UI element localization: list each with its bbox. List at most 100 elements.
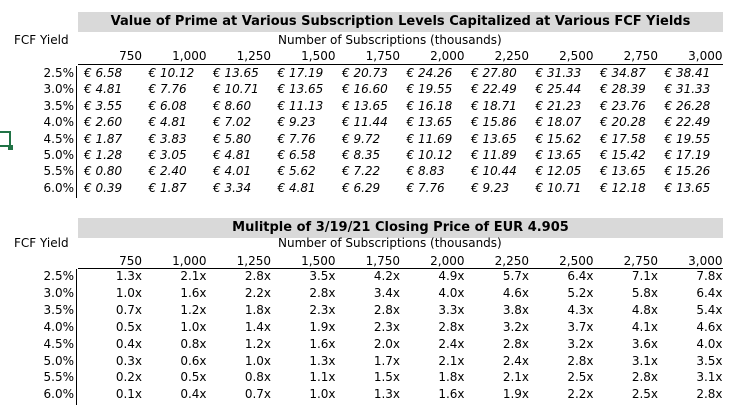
table1-data-cell[interactable]: € 6.08: [148, 98, 187, 113]
table1-data-cell[interactable]: € 7.76: [277, 131, 316, 146]
table2-data-cell[interactable]: 1.1x: [309, 370, 336, 385]
table1-data-cell[interactable]: € 19.55: [664, 131, 711, 146]
table1-data-cell[interactable]: € 31.33: [664, 82, 711, 97]
table1-data-cell[interactable]: € 9.23: [471, 180, 510, 195]
table2-column-header-cell[interactable]: 2,250: [494, 254, 529, 268]
table2-data-cell[interactable]: 1.8x: [438, 370, 465, 385]
table1-data-cell[interactable]: € 7.02: [213, 115, 252, 130]
table2-data-cell[interactable]: 1.3x: [115, 269, 142, 283]
table2-data-cell[interactable]: 2.1x: [438, 353, 465, 368]
table1-data-cell[interactable]: € 4.01: [213, 164, 252, 179]
table2-data-cell[interactable]: 2.3x: [309, 302, 336, 317]
table1-data-cell[interactable]: € 11.44: [342, 115, 388, 130]
table2-column-header-cell[interactable]: 1,000: [172, 254, 207, 268]
table2-row-label[interactable]: 4.0%: [43, 319, 75, 334]
table1-data-cell[interactable]: € 6.29: [342, 180, 381, 195]
table2-data-cell[interactable]: 3.6x: [631, 336, 658, 351]
table1-data-cell[interactable]: € 23.76: [600, 98, 646, 113]
table1-data-cell[interactable]: € 11.69: [406, 131, 453, 146]
table1-data-cell[interactable]: € 18.71: [471, 98, 517, 113]
table2-data-cell[interactable]: 1.8x: [244, 302, 271, 317]
table2-data-cell[interactable]: 2.2x: [567, 387, 594, 402]
table2-data-cell[interactable]: 1.4x: [244, 319, 271, 334]
table1-data-cell[interactable]: € 10.44: [471, 164, 517, 179]
table1-data-cell[interactable]: € 16.60: [342, 82, 388, 97]
table1-data-cell[interactable]: € 5.62: [277, 164, 316, 179]
table1-data-cell[interactable]: € 13.65: [342, 98, 388, 113]
table1-data-cell[interactable]: € 6.58: [84, 66, 123, 80]
table1-data-cell[interactable]: € 34.87: [600, 66, 646, 80]
table1-data-cell[interactable]: € 6.58: [277, 148, 316, 162]
table1-data-cell[interactable]: € 13.65: [471, 131, 517, 146]
table1-row-label[interactable]: 3.5%: [43, 98, 75, 113]
table2-data-cell[interactable]: 2.8x: [567, 353, 594, 368]
fill-handle[interactable]: [8, 145, 13, 150]
table1-data-cell[interactable]: € 10.71: [213, 82, 259, 97]
table1-data-cell[interactable]: € 19.55: [406, 82, 453, 97]
table1-data-cell[interactable]: € 17.19: [277, 66, 324, 80]
table1-data-cell[interactable]: € 15.86: [471, 115, 517, 130]
table2-data-cell[interactable]: 4.1x: [631, 319, 658, 334]
table1-data-cell[interactable]: € 26.28: [664, 98, 711, 113]
table1-column-header-cell[interactable]: 750: [119, 49, 142, 63]
table1-data-cell[interactable]: € 8.35: [342, 148, 381, 162]
table1-column-header-cell[interactable]: 2,000: [430, 49, 465, 63]
table2-data-cell[interactable]: 4.0x: [696, 336, 723, 351]
table1-data-cell[interactable]: € 3.05: [148, 148, 187, 162]
table1-data-cell[interactable]: € 8.83: [406, 164, 445, 179]
table1-data-cell[interactable]: € 13.65: [277, 82, 324, 97]
table2-data-cell[interactable]: 7.1x: [631, 269, 658, 283]
table2-data-cell[interactable]: 0.7x: [115, 302, 142, 317]
table2-row-label[interactable]: 4.5%: [43, 336, 75, 351]
table2-data-cell[interactable]: 4.9x: [438, 269, 465, 283]
table1-row-label[interactable]: 4.0%: [43, 115, 75, 130]
table2-data-cell[interactable]: 1.5x: [373, 370, 400, 385]
table1-data-cell[interactable]: € 13.65: [600, 164, 646, 179]
table2-data-cell[interactable]: 3.5x: [309, 269, 336, 283]
table2-data-cell[interactable]: 4.6x: [696, 319, 723, 334]
table1-row-label[interactable]: 4.5%: [43, 131, 75, 146]
table2-data-cell[interactable]: 6.4x: [567, 269, 594, 283]
table1-data-cell[interactable]: € 7.22: [342, 164, 381, 179]
table1-data-cell[interactable]: € 3.55: [84, 98, 123, 113]
table2-data-cell[interactable]: 4.0x: [438, 285, 465, 300]
table1-data-cell[interactable]: € 27.80: [471, 66, 517, 80]
table2-row-label[interactable]: 6.0%: [43, 387, 75, 402]
table1-row-label[interactable]: 5.0%: [43, 148, 75, 162]
table2-row-label[interactable]: 3.0%: [43, 285, 75, 300]
table2-data-cell[interactable]: 1.9x: [309, 319, 336, 334]
table2-data-cell[interactable]: 3.8x: [502, 302, 529, 317]
table2-data-cell[interactable]: 5.8x: [631, 285, 658, 300]
table2-data-cell[interactable]: 3.1x: [631, 353, 658, 368]
table1-data-cell[interactable]: € 24.26: [406, 66, 453, 80]
table1-data-cell[interactable]: € 4.81: [213, 148, 252, 162]
table1-column-header-cell[interactable]: 2,750: [623, 49, 658, 63]
table2-data-cell[interactable]: 2.2x: [244, 285, 271, 300]
table1-column-header-cell[interactable]: 2,500: [559, 49, 594, 63]
table2-data-cell[interactable]: 3.2x: [567, 336, 594, 351]
table2-column-header-cell[interactable]: 750: [119, 254, 142, 268]
table1-data-cell[interactable]: € 10.71: [535, 180, 582, 195]
table2-row-label[interactable]: 5.0%: [43, 353, 75, 368]
table2-data-cell[interactable]: 4.2x: [373, 269, 400, 283]
table2-data-cell[interactable]: 0.7x: [244, 387, 271, 402]
table2-data-cell[interactable]: 2.8x: [631, 370, 658, 385]
table2-column-header-cell[interactable]: 1,250: [236, 254, 271, 268]
table2-data-cell[interactable]: 0.4x: [180, 387, 207, 402]
table1-data-cell[interactable]: € 38.41: [664, 66, 711, 80]
table1-column-header-cell[interactable]: 2,250: [494, 49, 529, 63]
table2-data-cell[interactable]: 3.7x: [567, 319, 594, 334]
table1-data-cell[interactable]: € 4.81: [84, 82, 123, 97]
table1-data-cell[interactable]: € 10.12: [406, 148, 453, 162]
table2-data-cell[interactable]: 2.5x: [567, 370, 594, 385]
table2-data-cell[interactable]: 0.2x: [115, 370, 142, 385]
table2-data-cell[interactable]: 1.6x: [438, 387, 465, 402]
table1-data-cell[interactable]: € 1.87: [84, 131, 123, 146]
table1-row-label[interactable]: 5.5%: [43, 164, 75, 179]
table1-data-cell[interactable]: € 2.40: [148, 164, 187, 179]
table2-row-label[interactable]: 3.5%: [43, 302, 75, 317]
table2-column-header-cell[interactable]: 2,750: [623, 254, 658, 268]
table1-data-cell[interactable]: € 4.81: [277, 180, 316, 195]
table1-data-cell[interactable]: € 13.65: [406, 115, 453, 130]
table1-data-cell[interactable]: € 18.07: [535, 115, 582, 130]
